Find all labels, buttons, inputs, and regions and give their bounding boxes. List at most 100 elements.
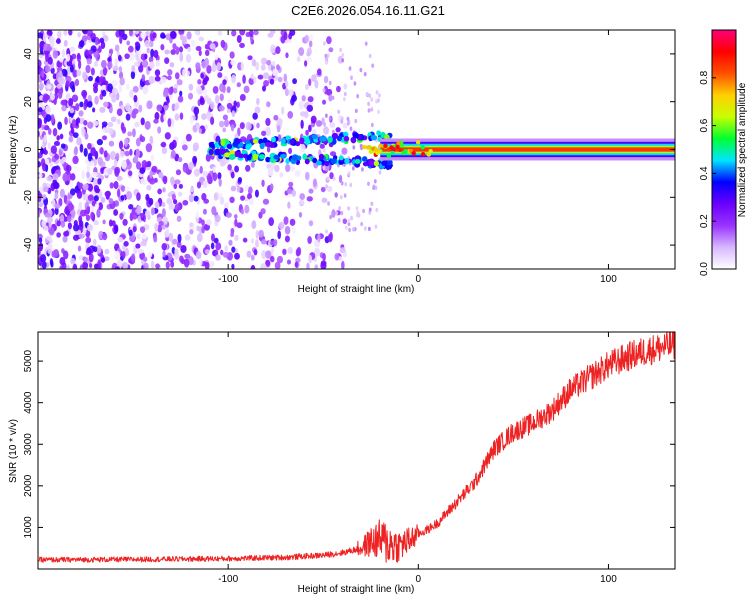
spectrogram-cell <box>334 253 340 261</box>
spectrogram-cell <box>344 157 350 165</box>
spectrogram-cell <box>397 147 403 153</box>
spectrogram-cell <box>306 262 310 269</box>
spectrogram-cell <box>323 75 329 84</box>
spectrogram-cell <box>219 93 224 102</box>
spectrogram-cell <box>327 137 333 143</box>
spectrogram-cell <box>204 124 208 130</box>
spectrogram-cell <box>82 30 89 35</box>
spectrogram-cell <box>206 173 212 182</box>
spectrogram-cell <box>149 177 156 185</box>
spectrogram-cell <box>140 212 144 218</box>
spectrogram-cell <box>320 186 326 193</box>
spectrogram-cell <box>41 261 47 269</box>
spectrogram-cell <box>399 143 404 148</box>
spectrogram-cell <box>336 135 342 142</box>
spectrogram-cell <box>94 203 100 209</box>
spectrogram-cell <box>125 190 133 200</box>
spectrogram-cell <box>265 126 271 137</box>
spectrogram-cell <box>181 35 188 45</box>
spectrogram-cell <box>109 151 117 161</box>
spectrogram-cell <box>125 83 130 90</box>
spectrogram-cell <box>262 198 270 205</box>
spectrogram-y-tick-label: -20 <box>23 190 34 205</box>
spectrogram-cell <box>192 142 200 151</box>
spectrogram-cell <box>129 148 133 156</box>
spectrogram-cell <box>59 188 65 198</box>
spectrogram-cell <box>294 170 301 178</box>
spectrogram-cell <box>378 170 382 175</box>
spectrogram-cell <box>291 189 297 197</box>
spectrogram-cell <box>48 222 52 228</box>
spectrogram-cell <box>69 64 74 73</box>
spectrogram-cell <box>66 53 71 62</box>
colorbar-tick-label: 0.4 <box>699 166 710 180</box>
spectrogram-cell <box>330 158 337 164</box>
spectrogram-cell <box>147 251 153 258</box>
spectrogram-cell <box>217 30 223 36</box>
spectrogram-cell <box>134 41 140 47</box>
spectrogram-cell <box>261 130 267 137</box>
spectrogram-cell <box>248 77 255 85</box>
spectrogram-cell <box>170 31 177 39</box>
spectrogram-cell <box>331 209 336 218</box>
spectrogram-cell <box>119 212 124 220</box>
spectrogram-cell <box>299 111 307 117</box>
spectrogram-cell <box>280 137 286 144</box>
spectrogram-cell <box>96 264 102 269</box>
spectrogram-cell <box>342 122 348 129</box>
spectrogram-cell <box>115 152 120 160</box>
spectrogram-cell <box>56 135 60 141</box>
spectrogram-cell <box>251 59 257 67</box>
spectrogram-cell <box>39 41 44 51</box>
spectrogram-cell <box>80 209 86 217</box>
spectrogram-cell <box>188 161 194 171</box>
spectrogram-cell <box>306 56 313 63</box>
spectrogram-cell <box>190 39 196 47</box>
spectrogram-cell <box>131 253 136 262</box>
spectrogram-cell <box>170 150 176 159</box>
spectrogram-cell <box>340 210 344 216</box>
spectrogram-cell <box>285 80 289 88</box>
spectrogram-cell <box>252 138 259 144</box>
spectrogram-cell <box>46 84 52 90</box>
spectrogram-cell <box>321 197 328 203</box>
spectrogram-cell <box>284 88 289 97</box>
spectrogram-cell <box>63 30 68 36</box>
spectrogram-cell <box>154 75 161 82</box>
spectrogram-cell <box>149 135 154 145</box>
spectrogram-cell <box>307 47 312 56</box>
spectrogram-cell <box>308 188 314 194</box>
colorbar-gradient <box>711 29 737 270</box>
spectrogram-cell <box>260 208 266 215</box>
spectrogram-cell <box>348 66 352 71</box>
spectrogram-cell <box>56 60 61 68</box>
spectrogram-cell <box>234 234 239 241</box>
spectrogram-cell <box>202 208 207 215</box>
spectrogram-cell <box>123 240 129 247</box>
spectrogram-cell <box>217 172 222 180</box>
spectrogram-cell <box>310 115 317 124</box>
spectrogram-cell <box>173 183 178 190</box>
spectrogram-cell <box>287 110 294 119</box>
spectrogram-cell <box>244 204 250 214</box>
spectrogram-cell <box>119 77 125 86</box>
spectrogram-cell <box>78 59 82 70</box>
spectrogram-cell <box>64 116 68 125</box>
spectrogram-cell <box>334 192 338 198</box>
spectrogram-cell <box>185 53 192 63</box>
spectrogram-cell <box>261 179 265 187</box>
spectrogram-cell <box>269 255 275 263</box>
spectrogram-cell <box>46 30 53 36</box>
spectrogram-cell <box>150 48 155 58</box>
spectrogram-cell <box>228 239 233 246</box>
spectrogram-cell <box>38 161 41 168</box>
spectrogram-cell <box>155 59 160 67</box>
spectrogram-cell <box>126 40 131 46</box>
spectrogram-cell <box>362 208 365 214</box>
spectrogram-cell <box>420 145 425 150</box>
spectrogram-cell <box>76 52 81 60</box>
spectrogram-cell <box>111 87 119 96</box>
spectrogram-cell <box>292 78 297 85</box>
spectrogram-cell <box>365 145 371 150</box>
spectrogram-cell <box>85 236 92 244</box>
